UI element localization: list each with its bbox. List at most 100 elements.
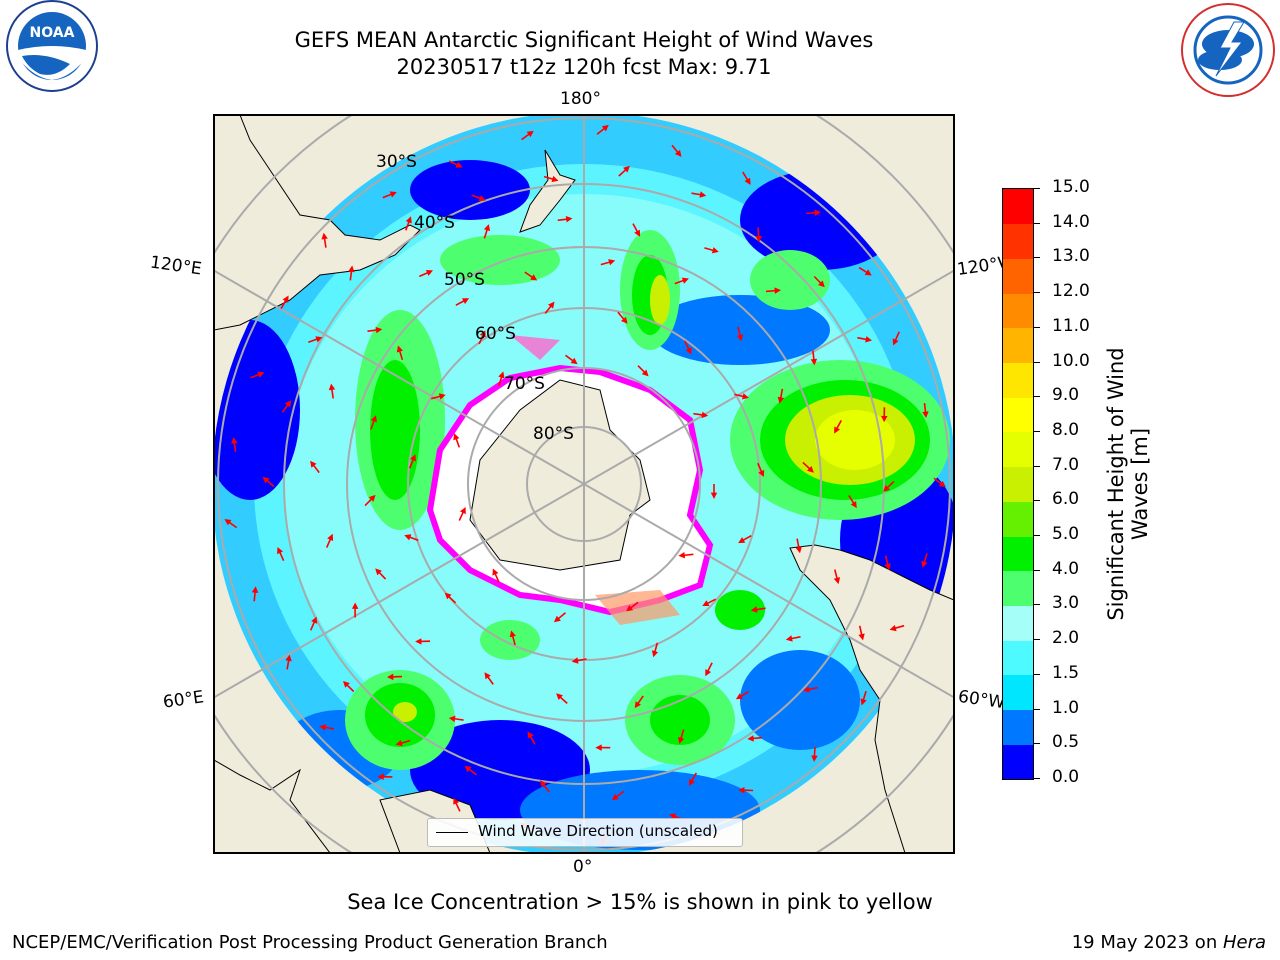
colorbar-cell <box>1003 397 1033 433</box>
wave-direction-arrowhead <box>389 191 397 198</box>
colorbar-cell <box>1003 674 1033 711</box>
colorbar-tick-mark <box>1034 430 1040 432</box>
colorbar-cell <box>1003 431 1033 468</box>
colorbar-tick-label: 1.0 <box>1052 697 1080 718</box>
wave-direction-arrowhead <box>811 755 818 762</box>
wave-direction-arrowhead <box>810 358 818 366</box>
wave-direction-arrowhead <box>736 334 744 342</box>
colorbar-cell <box>1003 189 1033 225</box>
wave-direction-arrowhead <box>681 277 689 284</box>
wave-direction-arrowhead <box>526 130 534 138</box>
colorbar-tick-label: 7.0 <box>1052 454 1080 475</box>
colorbar-ticks: 0.0 0.5 1.0 1.5 2.0 3.0 4.0 5.0 6.0 7.0 8.0 9.0 10.0… <box>1034 177 1094 787</box>
wave-direction-arrowhead <box>282 295 289 303</box>
lon-label-0: 0° <box>573 857 593 877</box>
colorbar-tick-label: 6.0 <box>1052 489 1080 510</box>
wave-direction-arrowhead <box>396 345 403 353</box>
wave-direction-arrowhead <box>758 469 765 477</box>
wave-direction-arrowhead <box>634 701 641 709</box>
sea-ice-note: Sea Ice Concentration > 15% is shown in … <box>347 890 933 914</box>
title-line-1: GEFS MEAN Antarctic Significant Height o… <box>294 28 874 52</box>
wave-direction-arrowhead <box>884 563 891 571</box>
colorbar-label: Significant Height of Wind Waves [m] <box>1104 347 1152 621</box>
wave-direction-arrowhead <box>231 437 238 444</box>
lat-label-50s: 50°S <box>444 270 485 290</box>
wave-direction-arrowhead <box>774 287 781 294</box>
legend-label: Wind Wave Direction (unscaled) <box>478 822 718 840</box>
wave-direction-arrowhead <box>744 177 751 185</box>
wave-direction-arrowhead <box>410 454 416 462</box>
colorbar-tick-label: 10.0 <box>1052 350 1090 371</box>
map-frame <box>213 114 955 854</box>
wave-direction-arrowhead <box>453 797 460 805</box>
wave-direction-arrowhead <box>711 247 719 254</box>
wave-direction-arrowhead <box>850 501 857 509</box>
wave-direction-arrowhead <box>425 270 433 276</box>
lat-label-70s: 70°S <box>504 374 545 394</box>
wave-direction-arrowhead <box>818 280 825 288</box>
wave-direction-arrowhead <box>462 298 470 304</box>
colorbar-cell <box>1003 362 1033 398</box>
wave-direction-arrowhead <box>833 577 841 585</box>
wave-direction-arrowhead <box>641 369 649 377</box>
map-legend: Wind Wave Direction (unscaled) <box>427 818 743 847</box>
date-text: 19 May 2023 on Hera <box>1072 932 1266 953</box>
colorbar-tick-label: 8.0 <box>1052 419 1080 440</box>
wave-direction-arrowhead <box>404 534 412 541</box>
wave-direction-arrowhead <box>327 533 334 541</box>
legend-line-swatch <box>436 832 468 833</box>
wave-direction-arrowhead <box>530 274 538 281</box>
colorbar-tick-mark <box>1034 604 1040 606</box>
colorbar-tick-mark <box>1034 500 1040 502</box>
wave-direction-arrowhead <box>738 787 745 794</box>
lat-label-40s: 40°S <box>414 213 455 233</box>
colorbar-cell <box>1003 709 1033 745</box>
colorbar-cell <box>1003 293 1033 329</box>
colorbar-tick-mark <box>1034 778 1040 779</box>
colorbar-tick-label: 2.0 <box>1052 628 1080 649</box>
wave-direction-arrowhead <box>387 673 394 681</box>
wave-direction-arrowhead <box>262 476 270 484</box>
wave-direction-arrowhead <box>351 602 359 609</box>
wave-direction-arrowhead <box>570 357 578 365</box>
colorbar-tick-label: 12.0 <box>1052 281 1090 302</box>
wave-direction-arrowhead <box>548 301 555 309</box>
wave-direction-arrowhead <box>479 330 486 338</box>
colorbar-tick-label: 3.0 <box>1052 593 1080 614</box>
wave-direction-arrowhead <box>319 724 326 731</box>
wave-direction-arrowhead <box>444 592 452 600</box>
colorbar-tick-mark <box>1034 361 1040 363</box>
wave-direction-arrowhead <box>315 336 323 343</box>
wave-direction-arrowhead <box>395 739 403 747</box>
south-america <box>789 544 954 853</box>
colorbar-tick-mark <box>1034 222 1040 224</box>
lat-label-30s: 30°S <box>376 152 417 172</box>
wave-direction-arrowhead <box>284 400 292 408</box>
colorbar-tick-mark <box>1034 743 1040 745</box>
colorbar-tick-label: 5.0 <box>1052 524 1080 545</box>
wave-direction-arrowhead <box>527 731 534 739</box>
colorbar-tick-label: 11.0 <box>1052 315 1090 336</box>
wave-direction-arrowhead <box>651 650 659 658</box>
lon-label-180: 180° <box>560 89 601 109</box>
wave-direction-arrowhead <box>685 347 692 355</box>
wave-direction-arrowhead <box>750 606 758 613</box>
wave-direction-arrowhead <box>277 547 283 555</box>
machine-name: Hera <box>1222 932 1266 953</box>
wave-direction-arrowhead <box>803 686 810 693</box>
wave-direction-arrowhead <box>621 316 628 324</box>
wave-direction-arrowhead <box>860 698 867 706</box>
wave-direction-arrowhead <box>311 616 318 624</box>
wave-direction-arrowhead <box>921 560 928 568</box>
lat-label-60s: 60°S <box>475 324 516 344</box>
wave-direction-arrowhead <box>865 336 872 343</box>
wave-direction-arrowhead <box>405 216 412 224</box>
wave-direction-arrowhead <box>674 149 682 157</box>
wave-direction-arrowhead <box>608 259 616 266</box>
wave-direction-arrowhead <box>807 466 814 473</box>
wave-direction-arrowhead <box>553 615 561 623</box>
australia <box>214 115 421 331</box>
colorbar-tick-label: 15.0 <box>1052 177 1090 197</box>
wave-direction-arrowhead <box>540 780 547 788</box>
wave-direction-arrowhead <box>321 232 328 240</box>
